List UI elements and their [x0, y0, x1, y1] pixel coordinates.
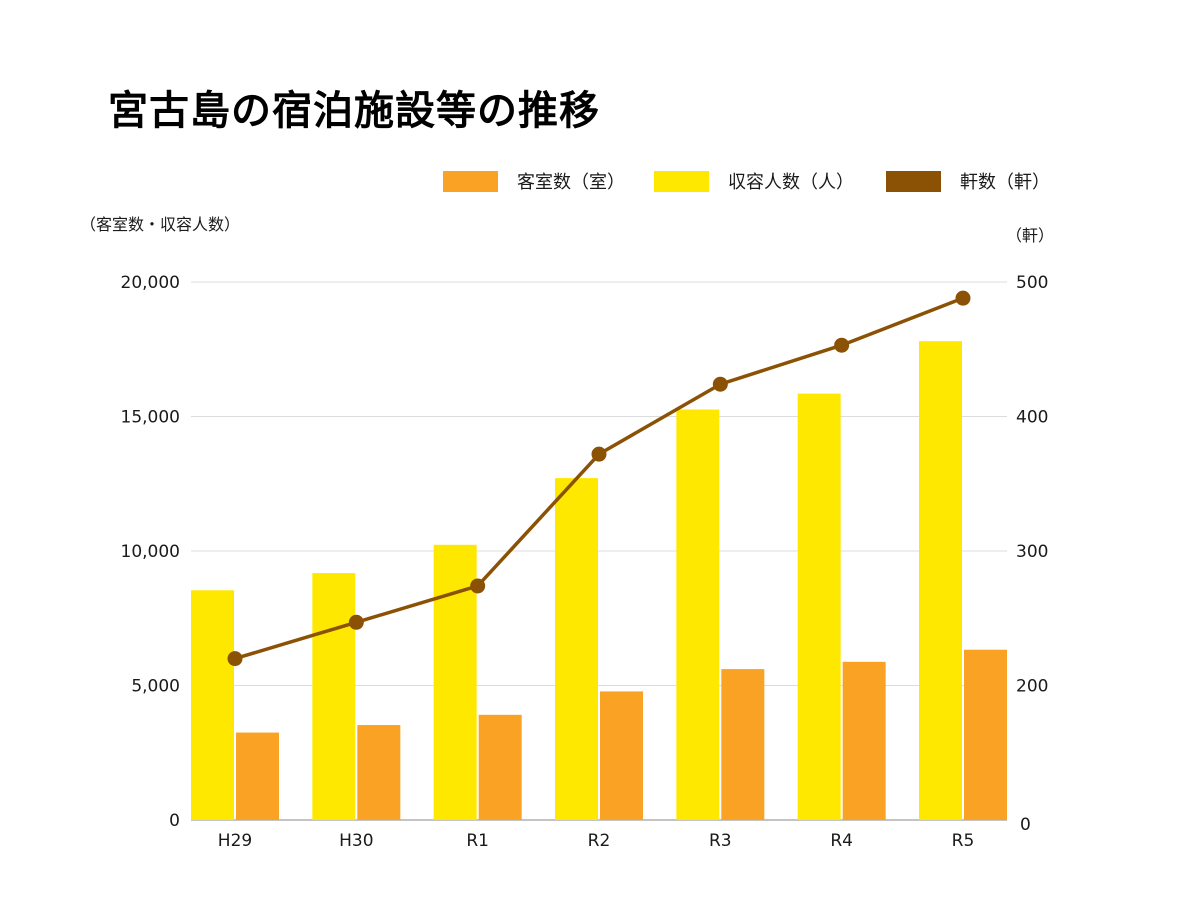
chart-title: 宮古島の宿泊施設等の推移 — [108, 88, 600, 134]
x-tick-label: H30 — [339, 831, 373, 851]
point-facilities — [712, 376, 728, 392]
bar-rooms — [600, 691, 643, 820]
y2-tick-label: 400 — [1016, 408, 1048, 428]
x-tick-label: R4 — [830, 831, 853, 851]
legend-item-capacity: 収容人数（人） — [654, 168, 854, 194]
y-tick-label: 10,000 — [121, 542, 180, 562]
y-tick-label: 20,000 — [121, 273, 180, 293]
bar-rooms — [478, 714, 522, 820]
right-axis-title: （軒） — [1006, 226, 1055, 245]
y2-tick-label: 0 — [1020, 815, 1031, 835]
point-facilities — [591, 446, 607, 462]
y2-tick-label: 500 — [1016, 273, 1048, 293]
point-facilities — [227, 651, 243, 667]
legend-item-rooms: 客室数（室） — [443, 168, 625, 194]
bar-rooms — [236, 732, 279, 820]
bar-rooms — [964, 649, 1007, 820]
point-facilities — [955, 290, 971, 306]
legend-swatch-capacity — [654, 170, 709, 192]
legend-swatch-facilities — [886, 170, 941, 192]
y-tick-label: 15,000 — [121, 408, 180, 428]
bar-rooms — [842, 661, 886, 820]
legend-label-capacity: 収容人数（人） — [728, 172, 854, 193]
legend-label-rooms: 客室数（室） — [517, 172, 625, 193]
bar-rooms — [721, 669, 765, 820]
tick-labels: 0 5,000 10,000 15,000 20,000 200 300 400 500 0 H29… — [121, 273, 1049, 851]
bar-capacity — [919, 341, 962, 820]
point-facilities — [470, 578, 486, 594]
bar-capacity — [312, 573, 356, 820]
point-facilities — [834, 337, 850, 353]
y-tick-label: 5,000 — [131, 677, 180, 697]
point-facilities — [348, 614, 364, 630]
y2-tick-label: 200 — [1016, 677, 1048, 697]
legend: 客室数（室） 収容人数（人） 軒数（軒） — [0, 168, 1200, 194]
bar-capacity — [797, 393, 841, 820]
y2-tick-label: 300 — [1016, 542, 1048, 562]
bar-capacity — [191, 590, 234, 820]
legend-label-facilities: 軒数（軒） — [960, 172, 1050, 193]
bar-capacity — [676, 409, 720, 820]
legend-swatch-rooms — [443, 170, 498, 192]
left-axis-title: （客室数・収容人数） — [80, 215, 241, 234]
bar-capacity — [555, 478, 598, 820]
x-tick-label: R2 — [588, 831, 611, 851]
line-series — [227, 290, 971, 667]
y-tick-label: 0 — [169, 811, 180, 831]
x-tick-label: R1 — [466, 831, 489, 851]
legend-item-facilities: 軒数（軒） — [886, 168, 1050, 194]
bar-capacity — [433, 544, 477, 820]
x-tick-label: R5 — [952, 831, 975, 851]
x-tick-label: R3 — [709, 831, 732, 851]
x-tick-label: H29 — [218, 831, 252, 851]
bar-rooms — [357, 725, 401, 820]
bars — [191, 341, 1007, 820]
